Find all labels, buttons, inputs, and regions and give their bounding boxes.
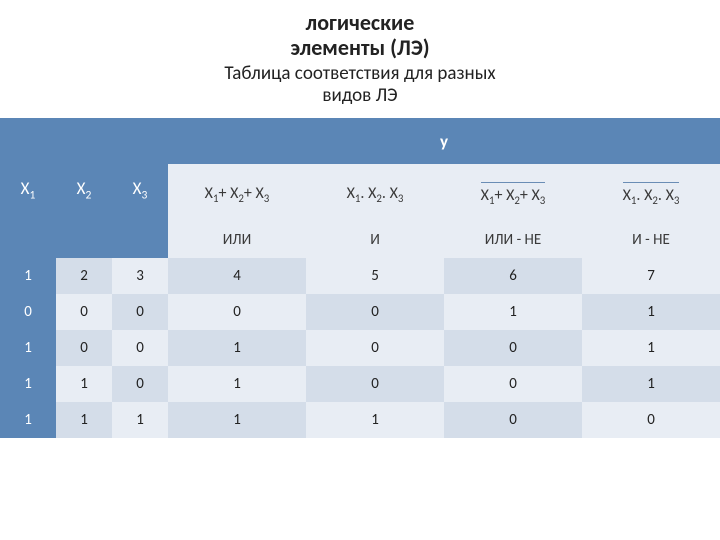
title-line1: логические — [306, 9, 415, 36]
cell: 1 — [168, 330, 306, 366]
cell: 1 — [56, 402, 112, 438]
cell: 0 — [56, 330, 112, 366]
gate-or-label: ИЛИ — [168, 222, 306, 258]
cell: 1 — [0, 366, 56, 402]
colnum-1: 1 — [0, 258, 56, 294]
cell: 1 — [168, 402, 306, 438]
formula-nand: X1. X2. X3 — [582, 164, 720, 222]
header-x3: X3 — [112, 118, 168, 258]
overline-icon — [481, 182, 546, 183]
cell: 1 — [306, 402, 444, 438]
colnum-4: 4 — [168, 258, 306, 294]
gate-nor-label: ИЛИ - НЕ — [444, 222, 582, 258]
cell: 1 — [582, 294, 720, 330]
cell: 0 — [444, 366, 582, 402]
table-row: 0 0 0 0 0 1 1 — [0, 294, 720, 330]
cell: 0 — [0, 294, 56, 330]
overline-icon — [623, 182, 680, 183]
title-line2: элементы (ЛЭ) — [290, 34, 429, 61]
cell: 0 — [582, 402, 720, 438]
table-row: 1 0 0 1 0 0 1 — [0, 330, 720, 366]
cell: 0 — [168, 294, 306, 330]
gate-and-label: И — [306, 222, 444, 258]
formula-or: X1+ X2+ X3 — [168, 164, 306, 222]
subtitle-line1: Таблица соответствия для разных — [224, 62, 495, 85]
column-number-row: 1 2 3 4 5 6 7 — [0, 258, 720, 294]
formula-nor: X1+ X2+ X3 — [444, 164, 582, 222]
table-row: 1 1 0 1 0 0 1 — [0, 366, 720, 402]
cell: 0 — [56, 294, 112, 330]
formula-and: X1. X2. X3 — [306, 164, 444, 222]
cell: 1 — [0, 330, 56, 366]
cell: 0 — [112, 330, 168, 366]
cell: 0 — [306, 330, 444, 366]
colnum-3: 3 — [112, 258, 168, 294]
header-x1: X1 — [0, 118, 56, 258]
page-subtitle: Таблица соответствия для разных видов ЛЭ — [90, 63, 630, 109]
gate-nand-label: И - НЕ — [582, 222, 720, 258]
truth-table: X1 X2 X3 y X1+ X2+ X3 X1. X2. X3 X1+ X2+… — [0, 118, 720, 438]
cell: 0 — [306, 366, 444, 402]
cell: 1 — [444, 294, 582, 330]
cell: 0 — [112, 294, 168, 330]
header-x2: X2 — [56, 118, 112, 258]
cell: 1 — [56, 366, 112, 402]
colnum-7: 7 — [582, 258, 720, 294]
cell: 1 — [582, 330, 720, 366]
header-row: X1 X2 X3 y — [0, 118, 720, 164]
cell: 0 — [444, 402, 582, 438]
subtitle-line2: видов ЛЭ — [322, 84, 397, 107]
cell: 1 — [112, 402, 168, 438]
colnum-6: 6 — [444, 258, 582, 294]
colnum-5: 5 — [306, 258, 444, 294]
page-title: логические элементы (ЛЭ) — [40, 10, 680, 61]
header-y: y — [168, 118, 720, 164]
cell: 1 — [0, 402, 56, 438]
table-row: 1 1 1 1 1 0 0 — [0, 402, 720, 438]
cell: 0 — [306, 294, 444, 330]
colnum-2: 2 — [56, 258, 112, 294]
cell: 1 — [168, 366, 306, 402]
cell: 0 — [444, 330, 582, 366]
cell: 1 — [582, 366, 720, 402]
cell: 0 — [112, 366, 168, 402]
